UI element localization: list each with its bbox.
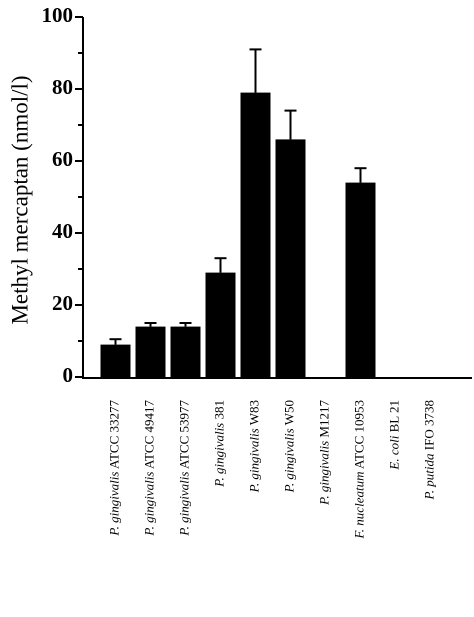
bar <box>345 182 376 377</box>
bar <box>240 92 271 377</box>
y-tick-label: 40 <box>52 219 73 243</box>
strain: ATCC 33277 <box>106 400 121 469</box>
species: P. gingivalis <box>106 472 121 537</box>
bar <box>205 272 236 377</box>
bar <box>135 326 166 377</box>
x-tick-label: P. gingivalis M1217 <box>316 400 331 506</box>
y-tick-label: 60 <box>52 147 73 171</box>
species: P. gingivalis <box>176 472 191 537</box>
error-bar <box>249 48 262 93</box>
x-tick-label: P. gingivalis W50 <box>281 400 296 493</box>
species: P. gingivalis <box>211 423 226 488</box>
strain: IFO 3738 <box>421 400 436 450</box>
strain: M1217 <box>316 400 331 438</box>
strain: BL 21 <box>386 400 401 432</box>
species: P. gingivalis <box>246 428 261 493</box>
bar <box>100 344 131 377</box>
strain: W50 <box>281 400 296 425</box>
species: E. coli <box>386 435 401 470</box>
x-tick-label: P. gingivalis ATCC 33277 <box>106 400 121 537</box>
x-tick-label: P. putida IFO 3738 <box>421 400 436 500</box>
species: P. gingivalis <box>281 428 296 493</box>
strain: ATCC 10953 <box>351 400 366 469</box>
x-tick-label: P. gingivalis ATCC 53977 <box>176 400 191 537</box>
y-tick-label: 0 <box>63 363 74 387</box>
strain: ATCC 49417 <box>141 400 156 469</box>
y-axis-label: Methyl mercaptan (nmol/l) <box>7 75 32 324</box>
x-tick-label: P. gingivalis W83 <box>246 400 261 493</box>
y-tick-label: 100 <box>42 3 74 27</box>
error-bar <box>109 338 122 345</box>
error-bar <box>354 167 367 183</box>
x-tick-label: F. nucleatum ATCC 10953 <box>351 400 366 539</box>
x-tick-label: P. gingivalis ATCC 49417 <box>141 400 156 537</box>
species: P. putida <box>421 453 436 500</box>
strain: ATCC 53977 <box>176 400 191 469</box>
x-tick-label: E. coli BL 21 <box>386 400 401 471</box>
error-bar <box>284 109 297 140</box>
bar <box>170 326 201 377</box>
species: F. nucleatum <box>351 472 366 540</box>
bar <box>275 139 306 377</box>
species: P. gingivalis <box>316 441 331 506</box>
error-bar <box>179 322 192 327</box>
error-bar <box>144 322 157 327</box>
strain: 381 <box>211 400 226 420</box>
y-tick-label: 80 <box>52 75 73 99</box>
error-bar <box>214 257 227 273</box>
species: P. gingivalis <box>141 472 156 537</box>
y-tick-label: 20 <box>52 291 73 315</box>
x-tick-label: P. gingivalis 381 <box>211 400 226 488</box>
strain: W83 <box>246 400 261 425</box>
